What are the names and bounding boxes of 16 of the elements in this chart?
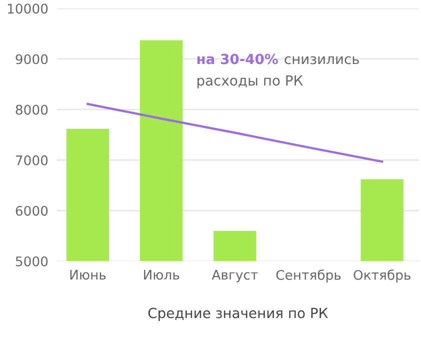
y-tick-label: 5000 xyxy=(16,256,48,266)
annotation: на 30-40% xyxy=(197,54,278,64)
x-tick-label: Октябрь xyxy=(354,270,410,283)
x-tick-label: Июнь xyxy=(70,270,106,280)
y-tick-label: 9000 xyxy=(16,54,48,64)
x-tick-label: Сентябрь xyxy=(276,270,341,283)
y-tick-label: 8000 xyxy=(16,104,48,115)
x-axis-title: Средние значения по РК xyxy=(148,308,328,321)
y-tick-label: 7000 xyxy=(16,155,48,166)
y-tick-label: 6000 xyxy=(16,206,48,216)
x-tick-label: Август xyxy=(212,270,258,282)
line-series xyxy=(86,102,384,163)
x-tick-label: Июль xyxy=(144,270,180,280)
annotation: расходы по РК xyxy=(197,75,303,88)
y-tick-label: 10000 xyxy=(8,4,48,14)
annotation: снизились xyxy=(284,56,359,64)
